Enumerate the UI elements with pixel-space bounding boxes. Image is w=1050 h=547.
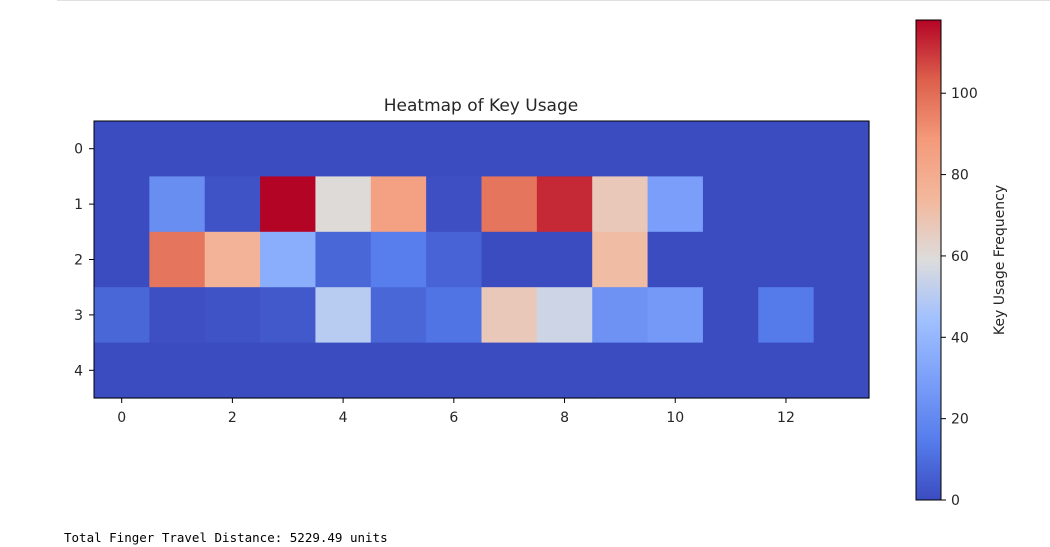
heatmap-cell (315, 287, 372, 344)
heatmap-cell (592, 121, 649, 177)
colorbar-ticks: 0 20 40 60 80 100 (941, 86, 978, 509)
heatmap-cell (758, 287, 815, 344)
heatmap-cell (315, 121, 372, 177)
heatmap-cell (592, 287, 649, 344)
heatmap-cells (94, 121, 870, 399)
heatmap-cell (315, 231, 372, 288)
heatmap-cell (481, 176, 538, 233)
heatmap-cell (813, 231, 870, 288)
y-tick-label: 0 (74, 142, 83, 158)
heatmap-cell (370, 121, 427, 177)
heatmap-cell (702, 342, 759, 399)
heatmap-cell (370, 231, 427, 288)
x-tick-label: 0 (117, 410, 126, 426)
heatmap-cell (702, 121, 759, 177)
heatmap-cell (481, 342, 538, 399)
heatmap-cell (149, 342, 206, 399)
x-tick-label: 4 (339, 410, 348, 426)
heatmap-cell (149, 231, 206, 288)
heatmap-cell (370, 287, 427, 344)
heatmap-cell (94, 287, 150, 344)
colorbar-tick-label: 20 (951, 412, 969, 428)
heatmap-cell (813, 287, 870, 344)
colorbar-tick-label: 0 (951, 493, 960, 509)
heatmap-cell (426, 287, 483, 344)
x-axis: 0 2 4 6 8 10 12 (117, 398, 795, 426)
heatmap-cell (536, 287, 593, 344)
heatmap-cell (758, 342, 815, 399)
heatmap-cell (647, 121, 704, 177)
heatmap-cell (426, 176, 483, 233)
heatmap-cell (204, 231, 261, 288)
heatmap-cell (647, 287, 704, 344)
heatmap-cell (647, 231, 704, 288)
heatmap-cell (315, 176, 372, 233)
colorbar-frame (915, 19, 942, 501)
output-text: Total Finger Travel Distance: 5229.49 un… (64, 530, 388, 545)
heatmap-cell (702, 231, 759, 288)
heatmap-cell (94, 231, 150, 288)
x-tick-label: 2 (228, 410, 237, 426)
heatmap-cell (426, 342, 483, 399)
heatmap-cell (426, 121, 483, 177)
heatmap-cell (204, 121, 261, 177)
heatmap-cell (536, 176, 593, 233)
x-tick-label: 10 (666, 410, 684, 426)
heatmap-cell (204, 176, 261, 233)
heatmap-cell (260, 121, 317, 177)
heatmap-cell (94, 342, 150, 399)
heatmap-cell (592, 342, 649, 399)
heatmap-cell (647, 176, 704, 233)
heatmap-cell (260, 231, 317, 288)
colorbar-tick-label: 80 (951, 168, 969, 184)
heatmap-cell (149, 287, 206, 344)
heatmap-cell (481, 121, 538, 177)
y-tick-label: 3 (74, 308, 83, 324)
heatmap-cell (758, 121, 815, 177)
heatmap-cell (94, 176, 150, 233)
heatmap-cell (149, 176, 206, 233)
colorbar (916, 20, 941, 500)
heatmap-cell (536, 231, 593, 288)
heatmap-cell (758, 176, 815, 233)
heatmap-cell (536, 342, 593, 399)
colorbar-tick-label: 40 (951, 330, 969, 346)
heatmap-cell (260, 176, 317, 233)
heatmap-cell (481, 287, 538, 344)
heatmap-cell (260, 287, 317, 344)
heatmap-cell (94, 121, 150, 177)
x-tick-label: 12 (777, 410, 795, 426)
heatmap-cell (204, 342, 261, 399)
heatmap-cell (813, 342, 870, 399)
heatmap-cell (702, 176, 759, 233)
heatmap-cell (481, 231, 538, 288)
chart-title: Heatmap of Key Usage (384, 96, 578, 116)
heatmap-cell (758, 231, 815, 288)
heatmap-cell (315, 342, 372, 399)
heatmap-cell (260, 342, 317, 399)
heatmap-cell (592, 231, 649, 288)
y-tick-label: 2 (74, 253, 83, 269)
y-axis: 0 1 2 3 4 (74, 142, 94, 379)
heatmap-cell (813, 121, 870, 177)
x-tick-label: 8 (560, 410, 569, 426)
y-tick-label: 1 (74, 197, 83, 213)
heatmap-cell (813, 176, 870, 233)
heatmap-cell (149, 121, 206, 177)
heatmap-cell (426, 231, 483, 288)
colorbar-tick-label: 60 (951, 249, 969, 265)
heatmap-cell (370, 342, 427, 399)
top-divider (57, 0, 1050, 1)
heatmap-cell (536, 121, 593, 177)
heatmap-cell (647, 342, 704, 399)
colorbar-tick-label: 100 (951, 86, 978, 102)
x-tick-label: 6 (449, 410, 458, 426)
heatmap-cell (592, 176, 649, 233)
heatmap-cell (204, 287, 261, 344)
colorbar-label: Key Usage Frequency (992, 185, 1008, 335)
heatmap-cell (370, 176, 427, 233)
heatmap-cell (702, 287, 759, 344)
y-tick-label: 4 (74, 363, 83, 379)
